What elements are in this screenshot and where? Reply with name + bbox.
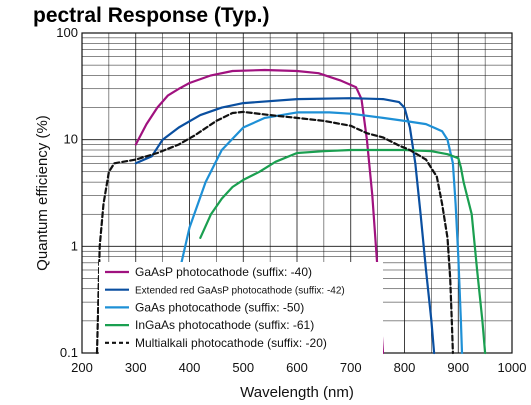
chart-heading: pectral Response (Typ.)	[33, 4, 270, 27]
y-tick-label: 100	[56, 25, 78, 40]
x-tick-label: 900	[447, 360, 469, 375]
y-tick-label: 1	[71, 238, 78, 253]
x-tick-label: 400	[179, 360, 201, 375]
y-axis-ticks: 0.1 1 10 100	[56, 25, 78, 360]
legend: GaAsP photocathode (suffix: -40) Extended…	[99, 262, 383, 356]
x-axis-label: Wavelength (nm)	[240, 384, 354, 401]
legend-label: Multialkali photocathode (suffix: -20)	[135, 336, 327, 350]
x-tick-label: 600	[286, 360, 308, 375]
y-axis-label: Quantum efficiency (%)	[34, 115, 51, 271]
legend-label: GaAsP photocathode (suffix: -40)	[135, 265, 312, 279]
legend-label: GaAs photocathode (suffix: -50)	[135, 300, 304, 314]
legend-label: InGaAs photocathode (suffix: -61)	[135, 318, 314, 332]
x-axis-ticks: 200 300 400 500 600 700 800 900 1000	[71, 360, 526, 375]
x-tick-label: 200	[71, 360, 93, 375]
y-tick-label: 0.1	[60, 345, 78, 360]
legend-label: Extended red GaAsP photocathode (suffix:…	[135, 286, 345, 297]
x-tick-label: 1000	[498, 360, 527, 375]
x-tick-label: 700	[340, 360, 362, 375]
x-tick-label: 300	[125, 360, 147, 375]
x-tick-label: 500	[232, 360, 254, 375]
y-tick-label: 10	[64, 132, 78, 147]
x-tick-label: 800	[394, 360, 416, 375]
